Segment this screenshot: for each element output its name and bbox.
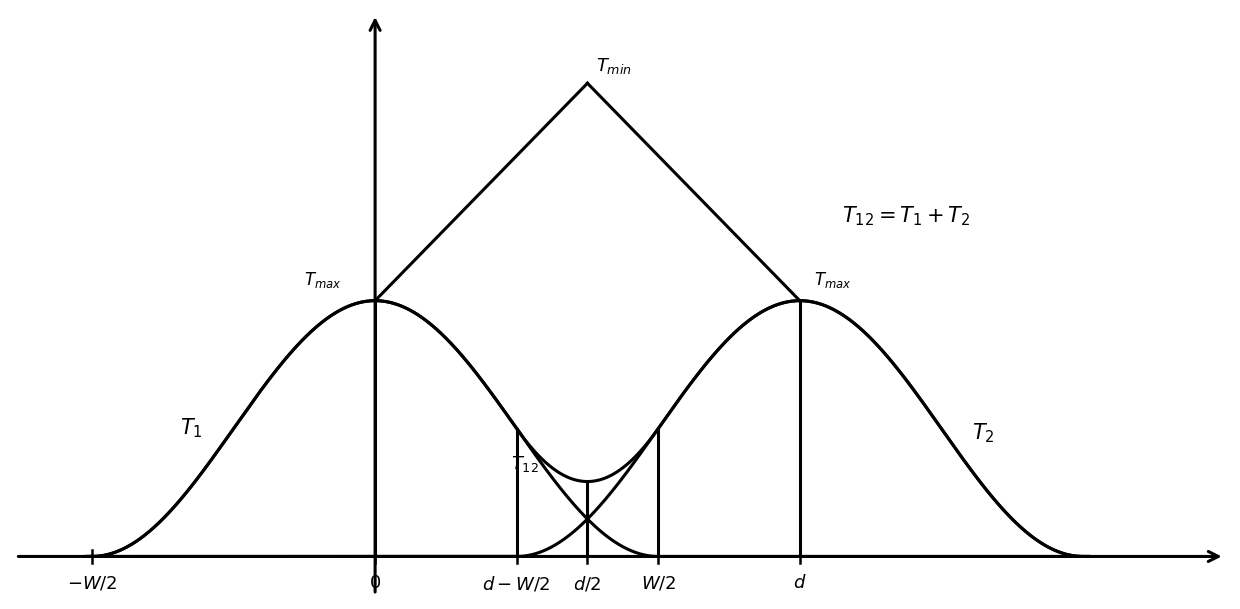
Text: $d/2$: $d/2$ [573,574,601,593]
Text: $T_1$: $T_1$ [180,417,202,440]
Text: $0$: $0$ [370,574,381,593]
Text: $W/2$: $W/2$ [641,574,676,593]
Text: $-W/2$: $-W/2$ [67,574,117,593]
Text: $T_{max}$: $T_{max}$ [304,270,341,290]
Text: $T_{max}$: $T_{max}$ [813,270,852,290]
Text: $d-W/2$: $d-W/2$ [482,574,551,593]
Text: $T_{12}$: $T_{12}$ [511,454,538,474]
Text: $d$: $d$ [794,574,806,593]
Text: $T_{12} = T_1 + T_2$: $T_{12} = T_1 + T_2$ [842,204,971,228]
Text: $T_2$: $T_2$ [972,422,996,445]
Text: $T_{min}$: $T_{min}$ [596,55,632,76]
